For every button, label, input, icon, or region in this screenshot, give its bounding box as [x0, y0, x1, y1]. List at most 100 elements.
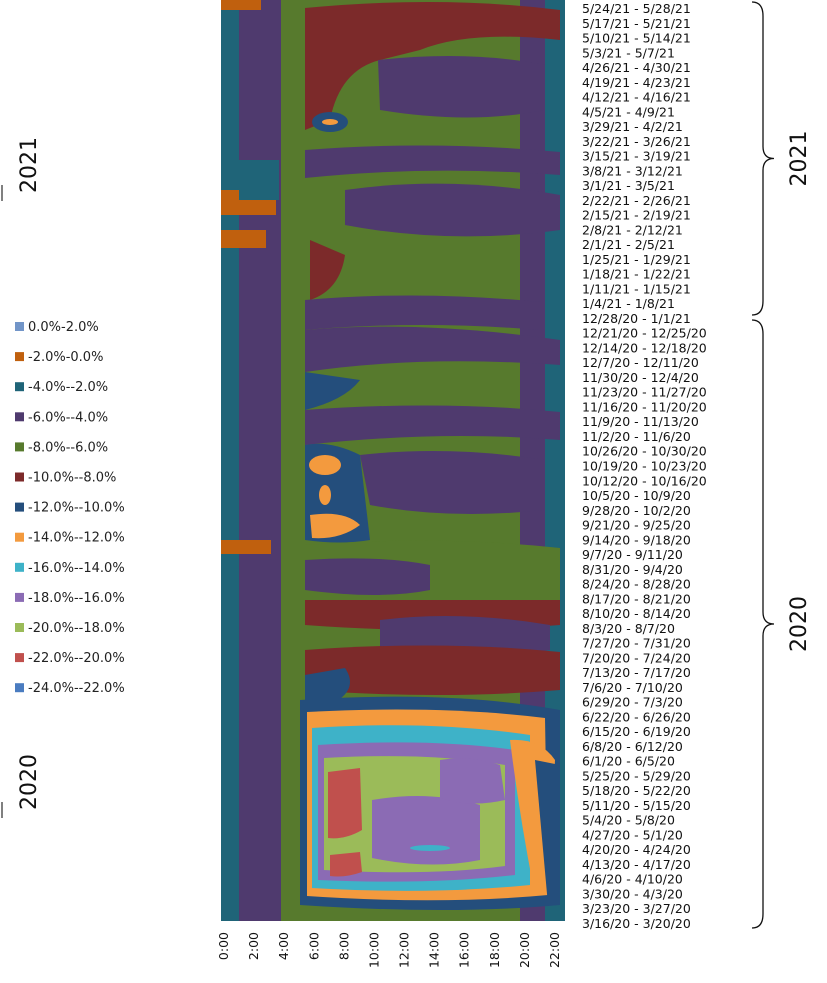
y-tick-label-6: 4/12/21 - 4/16/21 [582, 90, 691, 105]
x-tick-label-4: 8:00 [336, 932, 351, 960]
left-year-label-0: 2021 [17, 137, 42, 193]
y-tick-label-56: 4/27/20 - 5/1/20 [582, 827, 683, 842]
y-tick-label-13: 2/22/21 - 2/26/21 [582, 193, 691, 208]
y-tick-label-1: 5/17/21 - 5/21/21 [582, 16, 691, 31]
contour-region-9 [305, 145, 560, 178]
y-tick-label-50: 6/8/20 - 6/12/20 [582, 739, 683, 754]
y-tick-label-42: 8/3/20 - 8/7/20 [582, 621, 675, 636]
contour-region-23 [309, 455, 341, 475]
y-tick-label-59: 4/6/20 - 4/10/20 [582, 872, 683, 887]
x-tick-label-9: 18:00 [487, 932, 502, 968]
legend-swatch-12 [15, 683, 24, 693]
left-year-labels: 2021 2020 [1, 137, 42, 818]
legend: 0.0%-2.0% -2.0%-0.0% -4.0%--2.0% -6.0%--4.0… [15, 320, 125, 696]
y-tick-label-43: 7/27/20 - 7/31/20 [582, 636, 691, 651]
legend-swatch-8 [15, 562, 24, 572]
y-tick-label-21: 12/28/20 - 1/1/21 [582, 311, 691, 326]
contour-region-45 [535, 760, 560, 905]
legend-label-7: -14.0%--12.0% [28, 531, 125, 546]
x-tick-label-1: 2:00 [246, 932, 261, 960]
y-tick-label-7: 4/5/21 - 4/9/21 [582, 104, 675, 119]
y-tick-label-30: 10/26/20 - 10/30/20 [582, 444, 707, 459]
y-tick-label-35: 9/21/20 - 9/25/20 [582, 518, 691, 533]
contour-region-10 [345, 183, 560, 237]
contour-region-8 [378, 56, 545, 118]
contour-region-33 [305, 668, 350, 705]
y-tick-label-52: 5/25/20 - 5/29/20 [582, 768, 691, 783]
y-tick-label-61: 3/23/20 - 3/27/20 [582, 901, 691, 916]
y-tick-label-47: 6/29/20 - 7/3/20 [582, 695, 683, 710]
y-tick-label-15: 2/8/21 - 2/12/21 [582, 222, 683, 237]
y-tick-label-8: 3/29/21 - 4/2/21 [582, 119, 683, 134]
year-brace-0 [751, 1, 775, 316]
y-tick-label-38: 8/31/20 - 9/4/20 [582, 562, 683, 577]
y-tick-label-0: 5/24/21 - 5/28/21 [582, 1, 691, 16]
left-year-label-1: 2020 [17, 754, 42, 810]
contour-region-20 [305, 372, 360, 410]
legend-label-0: 0.0%-2.0% [28, 320, 99, 335]
legend-label-4: -8.0%--6.0% [28, 440, 108, 455]
contour-region-2 [221, 0, 239, 921]
contour-region-24 [319, 485, 331, 505]
contour-region-16 [221, 230, 266, 248]
y-tick-label-27: 11/16/20 - 11/20/20 [582, 399, 707, 414]
legend-label-3: -6.0%--4.0% [28, 410, 108, 425]
x-tick-label-6: 12:00 [397, 932, 412, 968]
y-tick-label-3: 5/3/21 - 5/7/21 [582, 45, 675, 60]
y-tick-label-14: 2/15/21 - 2/19/21 [582, 208, 691, 223]
y-tick-label-12: 3/1/21 - 3/5/21 [582, 178, 675, 193]
contour-region-40 [330, 852, 362, 877]
contour-region-14 [322, 119, 338, 125]
y-tick-label-53: 5/18/20 - 5/22/20 [582, 783, 691, 798]
y-tick-label-4: 4/26/21 - 4/30/21 [582, 60, 691, 75]
y-tick-label-40: 8/17/20 - 8/21/20 [582, 591, 691, 606]
contour-region-41 [372, 796, 480, 865]
y-tick-label-62: 3/16/20 - 3/20/20 [582, 916, 691, 931]
legend-label-9: -18.0%--16.0% [28, 591, 125, 606]
legend-label-12: -24.0%--22.0% [28, 681, 125, 696]
y-tick-label-19: 1/11/21 - 1/15/21 [582, 281, 691, 296]
legend-swatch-9 [15, 592, 24, 602]
y-tick-label-29: 11/2/20 - 11/6/20 [582, 429, 691, 444]
y-tick-label-24: 12/7/20 - 12/11/20 [582, 355, 699, 370]
x-tick-label-0: 0:00 [216, 932, 231, 960]
y-tick-label-17: 1/25/21 - 1/29/21 [582, 252, 691, 267]
y-axis-labels: 5/24/21 - 5/28/215/17/21 - 5/21/215/10/2… [582, 1, 707, 931]
legend-swatch-7 [15, 532, 24, 542]
legend-swatch-2 [15, 382, 24, 392]
y-tick-label-57: 4/20/20 - 4/24/20 [582, 842, 691, 857]
x-tick-label-2: 4:00 [276, 932, 291, 960]
y-tick-label-45: 7/13/20 - 7/17/20 [582, 665, 691, 680]
y-tick-label-60: 3/30/20 - 4/3/20 [582, 886, 683, 901]
legend-swatch-3 [15, 412, 24, 422]
y-tick-label-44: 7/20/20 - 7/24/20 [582, 650, 691, 665]
contour-region-18 [239, 160, 279, 200]
y-tick-label-28: 11/9/20 - 11/13/20 [582, 414, 699, 429]
y-tick-label-41: 8/10/20 - 8/14/20 [582, 606, 691, 621]
x-tick-label-11: 22:00 [547, 932, 562, 968]
legend-swatch-5 [15, 472, 24, 482]
legend-swatch-10 [15, 623, 24, 632]
y-tick-label-49: 6/15/20 - 6/19/20 [582, 724, 691, 739]
legend-label-1: -2.0%-0.0% [28, 350, 103, 365]
legend-swatch-6 [15, 502, 24, 512]
contour-region-17 [221, 0, 261, 10]
year-brace-1 [751, 319, 775, 929]
legend-swatch-1 [15, 352, 24, 362]
x-tick-label-7: 14:00 [427, 932, 442, 968]
contour-region-32 [305, 645, 560, 695]
y-tick-label-11: 3/8/21 - 3/12/21 [582, 163, 683, 178]
contour-region-39 [328, 768, 362, 839]
y-tick-label-39: 8/24/20 - 8/28/20 [582, 577, 691, 592]
legend-label-11: -22.0%--20.0% [28, 651, 125, 666]
legend-swatch-0 [15, 322, 24, 331]
contour-region-7 [305, 1, 560, 131]
y-tick-label-18: 1/18/21 - 1/22/21 [582, 267, 691, 282]
y-tick-label-5: 4/19/21 - 4/23/21 [582, 75, 691, 90]
y-tick-label-16: 2/1/21 - 2/5/21 [582, 237, 675, 252]
y-tick-label-33: 10/5/20 - 10/9/20 [582, 488, 691, 503]
legend-label-6: -12.0%--10.0% [28, 501, 125, 516]
y-tick-label-26: 11/23/20 - 11/27/20 [582, 385, 707, 400]
